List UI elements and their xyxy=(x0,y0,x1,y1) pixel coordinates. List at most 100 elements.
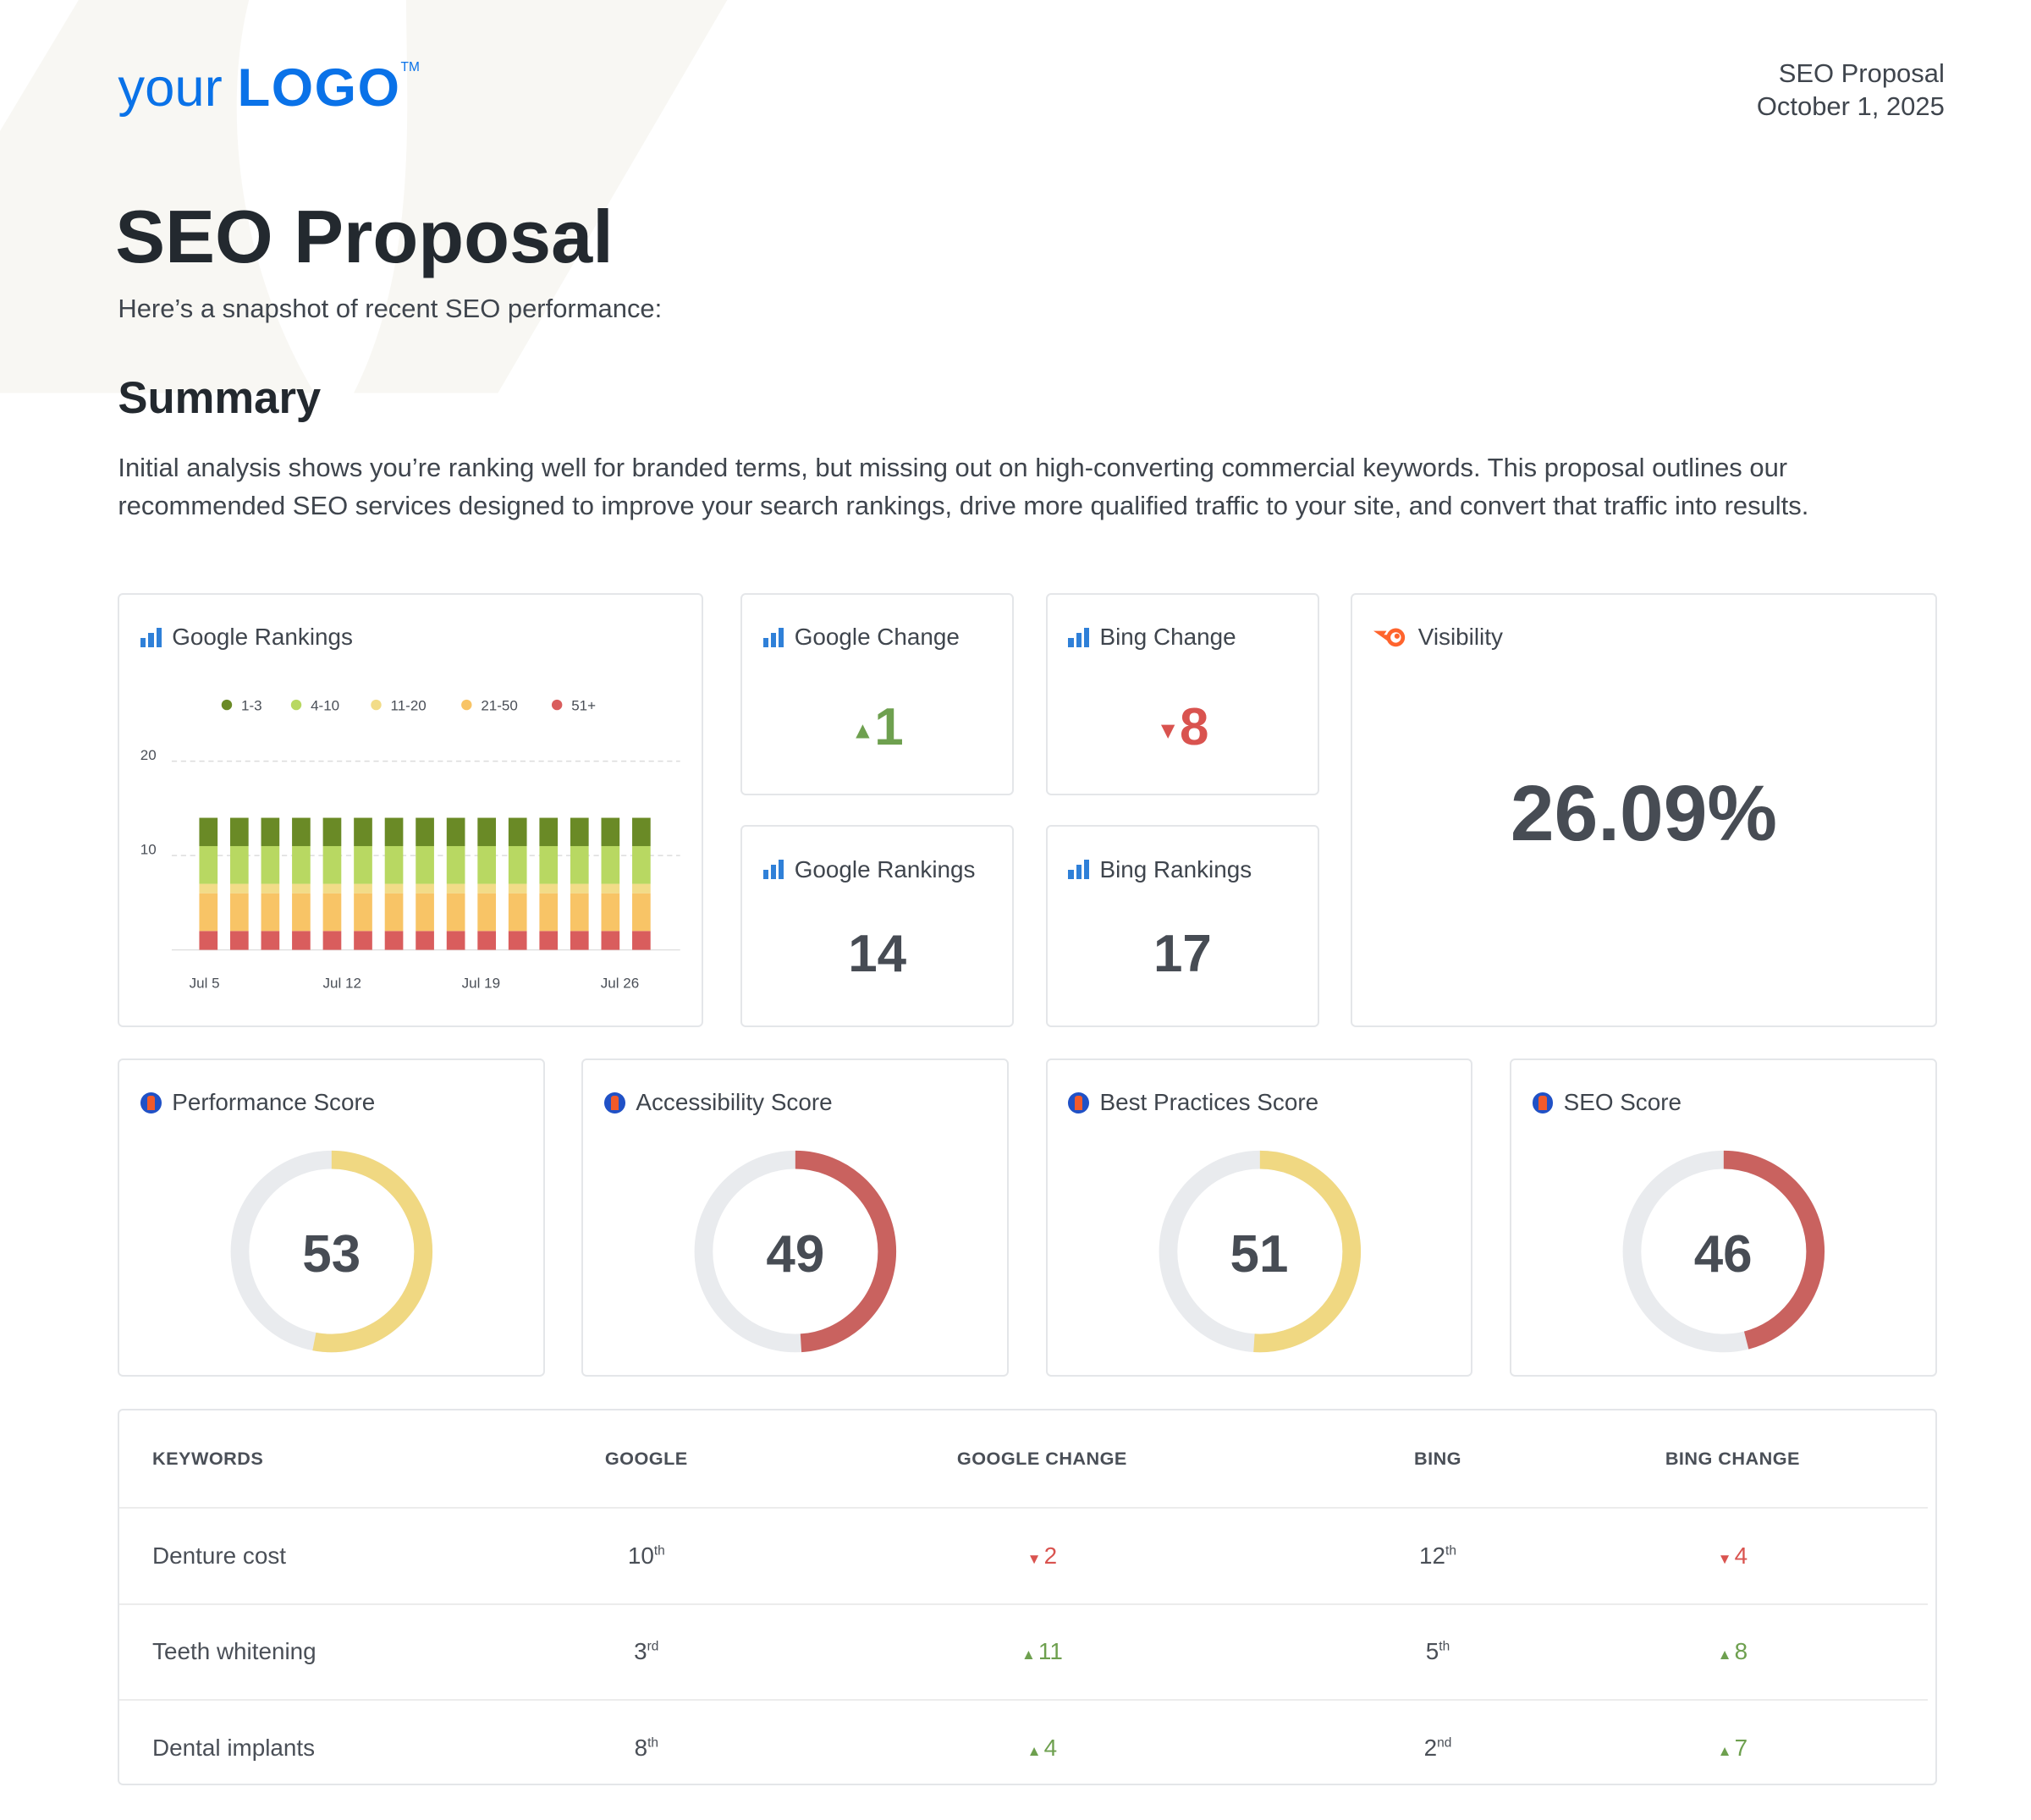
bing-change-cell: ▼ 4 xyxy=(1537,1508,1929,1605)
bar-chart-icon xyxy=(762,627,784,648)
bar-segment-1-3 xyxy=(230,817,250,847)
legend-label: 4-10 xyxy=(311,698,339,714)
bar-segment-11-20 xyxy=(601,883,620,894)
bar-segment-51+ xyxy=(477,931,497,951)
google-change-cell: ▲ 4 xyxy=(746,1700,1338,1795)
bing-change-cell: ▲ 7 xyxy=(1538,1700,1928,1795)
google-change-cell: ▼ 2 xyxy=(746,1508,1339,1605)
score-card: Best Practices Score 51 xyxy=(1045,1058,1473,1377)
legend-marker xyxy=(371,700,383,711)
bar-chart-icon xyxy=(140,627,162,648)
bar-segment-51+ xyxy=(632,931,652,951)
bar-segment-11-20 xyxy=(477,883,497,894)
bar-segment-21-50 xyxy=(632,894,652,932)
bar-segment-51+ xyxy=(570,931,589,951)
bar-segment-4-10 xyxy=(632,846,652,884)
google-rank-cell: 8th xyxy=(634,1734,658,1761)
keyword-cell: Teeth whitening xyxy=(119,1603,548,1702)
keyword-cell: Denture cost xyxy=(119,1508,548,1605)
bar-chart-icon xyxy=(1068,859,1090,880)
bar-chart-icon xyxy=(1068,627,1090,648)
bar-segment-4-10 xyxy=(601,846,620,884)
bing-rank-cell: 2nd xyxy=(1423,1734,1452,1761)
lighthouse-icon xyxy=(1068,1091,1090,1113)
bing-rankings-value: 17 xyxy=(1153,925,1212,984)
keyword-cell: Dental implants xyxy=(152,1734,316,1761)
bar-segment-1-3 xyxy=(601,817,620,847)
bar-segment-51+ xyxy=(385,931,404,951)
page-subtitle: Here’s a snapshot of recent SEO performa… xyxy=(118,293,663,323)
arrow-up-icon: ▲ xyxy=(1021,1647,1036,1663)
card-title: Google Rankings xyxy=(172,624,353,651)
bing-rank-cell: 12th xyxy=(1338,1508,1538,1605)
bar-segment-21-50 xyxy=(354,894,373,932)
bar-segment-11-20 xyxy=(447,883,465,894)
bar-segment-51+ xyxy=(601,931,620,951)
bar-segment-21-50 xyxy=(601,894,620,932)
legend-label: 51+ xyxy=(572,698,597,714)
change-value: 8 xyxy=(1734,1638,1748,1665)
summary-heading: Summary xyxy=(118,372,322,423)
bar-segment-51+ xyxy=(322,931,342,951)
bar-segment-11-20 xyxy=(632,883,652,894)
bar-segment-11-20 xyxy=(292,883,311,894)
arrow-down-icon: ▼ xyxy=(1717,1550,1732,1567)
bar-segment-11-20 xyxy=(539,883,559,894)
legend-label: 11-20 xyxy=(391,698,427,714)
legend-marker xyxy=(461,700,472,711)
table-row: Dental implants 8th ▲ 4 2nd ▲ 7 xyxy=(119,1700,1928,1795)
bar-segment-4-10 xyxy=(477,846,497,884)
y-tick-label: 20 xyxy=(140,748,157,764)
card-title: SEO Score xyxy=(1563,1089,1682,1116)
lighthouse-icon xyxy=(140,1091,162,1113)
bar-segment-21-50 xyxy=(199,894,218,932)
score-card: Accessibility Score 49 xyxy=(581,1058,1010,1377)
gauge-fill xyxy=(230,1150,433,1353)
card-title: Google Change xyxy=(794,624,960,651)
bar-segment-21-50 xyxy=(477,894,497,932)
change-value: 11 xyxy=(1038,1638,1063,1665)
google-rank-cell: 10th xyxy=(547,1508,746,1605)
bar-segment-11-20 xyxy=(354,883,373,894)
google-rankings-card: Google Rankings 14 xyxy=(740,825,1015,1027)
gauge-fill xyxy=(1159,1150,1361,1353)
gauge-fill xyxy=(695,1150,897,1353)
bar-segment-1-3 xyxy=(570,817,589,847)
bar-segment-4-10 xyxy=(292,846,311,884)
bar-segment-4-10 xyxy=(261,846,280,884)
score-value: 51 xyxy=(1230,1224,1289,1284)
bar-segment-1-3 xyxy=(632,817,652,847)
change-value: 7 xyxy=(1734,1734,1748,1761)
y-tick-label: 10 xyxy=(140,842,157,858)
score-value: 53 xyxy=(302,1224,361,1284)
bar-segment-11-20 xyxy=(261,883,280,894)
col-bing: BING xyxy=(1338,1410,1538,1509)
col-keywords: KEYWORDS xyxy=(119,1410,548,1509)
header-date: October 1, 2025 xyxy=(1756,91,1945,121)
score-card: Performance Score 53 xyxy=(118,1058,546,1377)
google-rankings-chart-card: Google Rankings 1-3 4-10 11-20 21-50 51+ 10 20… xyxy=(118,593,704,1027)
bar-segment-4-10 xyxy=(539,846,559,884)
arrow-down-icon: ▼ xyxy=(1027,1550,1042,1567)
semrush-icon xyxy=(1373,628,1406,647)
bar-segment-51+ xyxy=(230,931,250,951)
score-value: 46 xyxy=(1693,1224,1753,1284)
bar-segment-4-10 xyxy=(416,846,435,884)
col-google-change: GOOGLE CHANGE xyxy=(746,1410,1339,1509)
card-title: Bing Change xyxy=(1099,624,1236,651)
table-header-row: KEYWORDS GOOGLE GOOGLE CHANGE BING BING … xyxy=(119,1410,1929,1509)
bar-segment-4-10 xyxy=(199,846,218,884)
bar-segment-11-20 xyxy=(199,883,218,894)
bar-segment-4-10 xyxy=(322,846,342,884)
score-gauge xyxy=(230,1150,433,1353)
bar-segment-4-10 xyxy=(509,846,527,884)
bar-segment-4-10 xyxy=(385,846,404,884)
bar-segment-1-3 xyxy=(354,817,373,847)
bar-segment-1-3 xyxy=(447,817,465,847)
bar-segment-1-3 xyxy=(385,817,404,847)
bar-segment-21-50 xyxy=(416,894,435,932)
score-gauge xyxy=(1159,1150,1361,1353)
bar-segment-51+ xyxy=(539,931,559,951)
legend-label: 21-50 xyxy=(482,698,519,714)
table-row: Denture cost 10th ▼ 2 12th ▼ 4 xyxy=(119,1508,1929,1605)
